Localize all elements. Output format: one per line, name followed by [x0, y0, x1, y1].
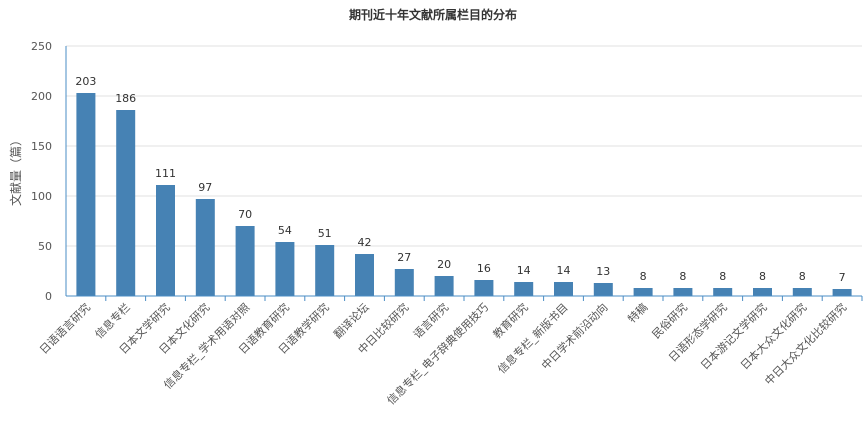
data-label: 51 [318, 227, 332, 240]
data-label: 27 [397, 251, 411, 264]
x-tick-label: 语言研究 [410, 300, 451, 341]
x-tick-label: 日本大众文化研究 [737, 300, 809, 372]
bar[interactable] [633, 288, 653, 296]
x-tick-label: 翻译论坛 [331, 300, 372, 341]
x-axis-ticks: 日语语言研究 信息专栏日本文学研究日本文化研究信息专栏_学术用语对照日语教育研究日… [36, 296, 863, 407]
bar[interactable] [195, 199, 215, 296]
x-tick-label: 信息专栏_新版书目 [495, 300, 571, 376]
data-label: 186 [115, 92, 136, 105]
data-label: 8 [799, 270, 806, 283]
data-label: 16 [477, 262, 491, 275]
bar[interactable] [474, 280, 494, 296]
y-tick-label: 100 [31, 190, 52, 203]
bar[interactable] [832, 289, 852, 296]
bar[interactable] [713, 288, 733, 296]
data-label: 20 [437, 258, 451, 271]
bar[interactable] [76, 93, 96, 296]
data-label: 14 [557, 264, 571, 277]
bar[interactable] [554, 282, 573, 296]
x-tick-label: 教育研究 [490, 300, 531, 341]
data-label: 8 [679, 270, 686, 283]
bar[interactable] [673, 288, 693, 296]
data-label: 14 [517, 264, 531, 277]
x-tick-label: 日本游记文学研究 [697, 300, 769, 372]
data-label: 203 [75, 75, 96, 88]
data-label: 97 [198, 181, 212, 194]
data-label: 70 [238, 208, 252, 221]
y-tick-label: 250 [31, 40, 52, 53]
x-tick-label: 特稿 [625, 300, 650, 325]
bar[interactable] [235, 226, 255, 296]
bar[interactable] [514, 282, 534, 296]
bar[interactable] [753, 288, 772, 296]
bar[interactable] [355, 254, 374, 296]
bar[interactable] [394, 269, 414, 296]
data-label: 111 [155, 167, 176, 180]
bar[interactable] [593, 283, 613, 296]
data-label: 42 [358, 236, 372, 249]
data-label: 7 [839, 271, 846, 284]
data-label: 8 [719, 270, 726, 283]
data-label: 13 [596, 265, 610, 278]
chart-title: 期刊近十年文献所属栏目的分布 [349, 7, 517, 22]
bar[interactable] [792, 288, 812, 296]
y-tick-label: 0 [45, 290, 52, 303]
bar[interactable] [116, 110, 136, 296]
y-tick-label: 200 [31, 90, 52, 103]
x-tick-label: 民俗研究 [649, 300, 690, 341]
data-label: 8 [640, 270, 647, 283]
gridlines [66, 45, 862, 247]
x-tick-label: 信息专栏 [92, 300, 133, 341]
x-tick-label: 日语语言研究 [36, 300, 93, 357]
x-tick-label: 中日学术前沿动向 [538, 300, 610, 372]
data-label: 54 [278, 224, 292, 237]
y-axis-label: 文献量（篇） [8, 134, 23, 206]
y-axis-ticks: 0 50 100 150 200 250 [31, 40, 52, 303]
data-label: 8 [759, 270, 766, 283]
bar[interactable] [275, 242, 295, 296]
bar[interactable] [156, 185, 175, 296]
bar[interactable] [434, 276, 454, 296]
y-tick-label: 50 [38, 240, 52, 253]
y-tick-label: 150 [31, 140, 52, 153]
bars [76, 93, 852, 296]
bar[interactable] [315, 245, 335, 296]
data-labels: 203 186 111 97 70 54 51 42 27 20 16 14 14 13 8 8 8 8 8 7 [75, 75, 845, 284]
